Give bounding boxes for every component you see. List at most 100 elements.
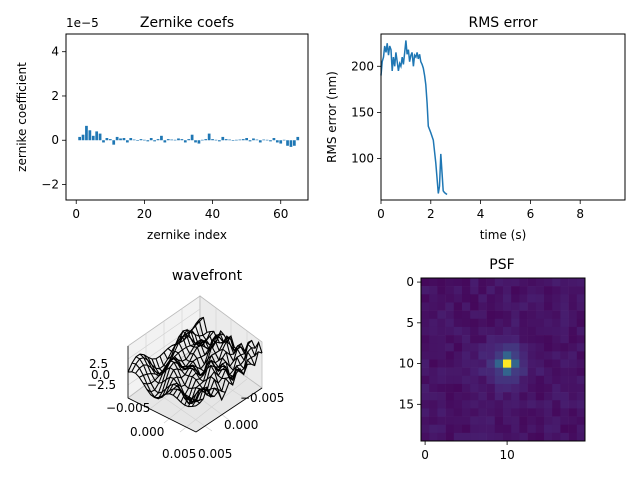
psf-cell	[527, 400, 537, 409]
psf-cell	[421, 432, 430, 442]
psf-cell	[478, 400, 487, 409]
psf-cell	[462, 432, 471, 442]
psf-cell	[486, 416, 496, 425]
psf-cell	[527, 294, 537, 303]
psf-cell	[576, 286, 586, 295]
wavefront-ytick-2: 0.005	[162, 447, 196, 461]
psf-cell	[462, 400, 471, 409]
psf-cell	[494, 392, 504, 401]
psf-panel: PSF 0 10 0 5 10 15	[399, 257, 586, 462]
psf-cell	[470, 310, 479, 320]
psf-cell	[568, 318, 578, 328]
psf-cell	[535, 318, 545, 328]
psf-cell	[576, 383, 586, 393]
psf-cell	[470, 383, 479, 393]
psf-cell	[462, 278, 471, 287]
psf-cell	[470, 318, 479, 328]
psf-cell	[445, 286, 455, 295]
psf-cell	[421, 383, 430, 393]
psf-cell	[421, 286, 430, 295]
psf-cell	[470, 286, 479, 295]
psf-cell	[494, 367, 504, 377]
psf-cell	[445, 375, 455, 385]
psf-cell	[494, 326, 504, 336]
psf-cell	[478, 375, 487, 385]
wavefront-mesh-line	[184, 340, 253, 406]
psf-cell	[445, 367, 455, 377]
psf-cell	[486, 351, 496, 360]
psf-cell	[478, 383, 487, 393]
psf-cell	[486, 367, 496, 377]
psf-cell	[544, 383, 553, 393]
psf-cell	[519, 335, 528, 344]
psf-cell	[429, 302, 438, 311]
psf-cell	[437, 416, 446, 425]
psf-cell	[560, 432, 569, 442]
psf-cell	[544, 367, 553, 377]
psf-cell	[462, 359, 471, 368]
psf-cell	[511, 302, 520, 311]
psf-cell	[511, 383, 520, 393]
zernike-bar	[122, 138, 126, 141]
zernike-bar	[293, 140, 296, 146]
psf-cell	[470, 294, 479, 303]
wavefront-grid-line	[145, 384, 213, 432]
psf-cell	[519, 383, 528, 393]
psf-cell	[560, 400, 569, 409]
psf-cell	[568, 351, 578, 360]
zernike-bar	[85, 125, 88, 141]
psf-cell	[511, 432, 520, 442]
psf-cell	[503, 294, 512, 303]
psf-cell	[544, 326, 553, 336]
psf-cell	[519, 432, 528, 442]
psf-cell	[437, 432, 446, 442]
psf-cell	[552, 326, 561, 336]
psf-cell	[511, 318, 520, 328]
rms-xtick-label: 2	[427, 207, 435, 221]
zernike-bar	[289, 140, 293, 147]
zernike-bar	[279, 140, 283, 144]
psf-cell	[560, 326, 569, 336]
psf-cell	[535, 408, 545, 417]
psf-cell	[511, 367, 520, 377]
zernike-bar	[241, 139, 245, 141]
psf-cell	[486, 310, 496, 320]
psf-cell	[445, 432, 455, 442]
psf-cell	[511, 424, 520, 434]
zernike-bar	[197, 140, 201, 144]
psf-cell	[437, 359, 446, 368]
psf-cell	[470, 367, 479, 377]
psf-cell	[437, 286, 446, 295]
psf-cell	[486, 383, 496, 393]
zernike-bar	[194, 140, 197, 143]
psf-cell	[503, 367, 512, 377]
rms-title: RMS error	[468, 15, 537, 31]
psf-cell	[445, 392, 455, 401]
psf-cell	[478, 310, 487, 320]
wavefront-mesh-line	[191, 342, 260, 407]
rms-series-line	[380, 40, 448, 196]
zernike-bar	[262, 139, 266, 141]
psf-cell	[527, 359, 537, 368]
psf-cell	[503, 302, 512, 311]
psf-cell	[470, 416, 479, 425]
psf-cell	[421, 424, 430, 434]
psf-cell	[560, 375, 569, 385]
psf-cell	[462, 367, 471, 377]
psf-cell	[470, 359, 479, 368]
psf-cell	[486, 400, 496, 409]
psf-cell	[445, 400, 455, 409]
psf-cell	[527, 318, 537, 328]
psf-cell	[535, 359, 545, 368]
psf-cell	[437, 294, 446, 303]
psf-cell	[429, 351, 438, 360]
zernike-bar	[238, 139, 242, 141]
psf-cell	[576, 326, 586, 336]
psf-ytick-label: 5	[406, 316, 414, 330]
psf-cell	[494, 400, 504, 409]
psf-cell	[544, 392, 553, 401]
psf-cell	[429, 408, 438, 417]
psf-cell	[429, 335, 438, 344]
psf-cell	[429, 424, 438, 434]
psf-cell	[445, 424, 455, 434]
